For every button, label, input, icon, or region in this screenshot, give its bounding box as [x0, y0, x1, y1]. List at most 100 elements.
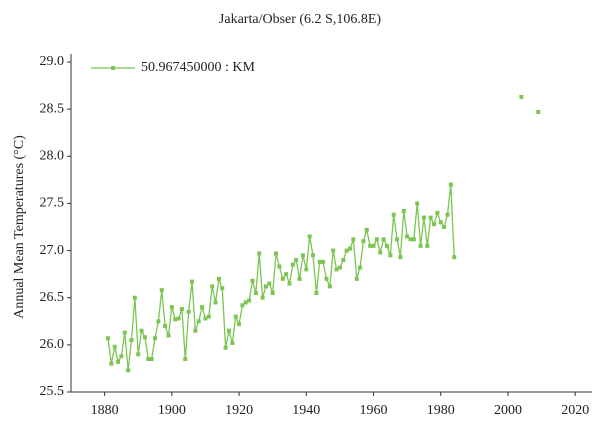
marker	[163, 324, 168, 328]
marker	[401, 208, 406, 213]
marker	[314, 291, 319, 295]
marker	[334, 267, 339, 272]
y-tick-label: 28.5	[40, 101, 65, 116]
marker	[230, 340, 235, 345]
marker	[388, 253, 393, 258]
marker	[311, 253, 316, 258]
marker	[415, 201, 420, 206]
marker	[351, 237, 356, 242]
marker	[116, 359, 121, 364]
marker	[263, 284, 268, 289]
x-tick-label: 1900	[158, 403, 186, 418]
marker	[307, 234, 312, 239]
marker	[176, 316, 181, 321]
y-axis-label: Annual Mean Temperatures (°C)	[12, 135, 27, 319]
marker	[442, 225, 447, 229]
x-tick-label: 1980	[427, 403, 455, 418]
marker	[358, 265, 363, 270]
marker	[112, 344, 117, 349]
marker	[341, 258, 346, 262]
x-tick-label: 1920	[225, 403, 253, 418]
marker	[300, 253, 305, 258]
marker	[146, 357, 151, 361]
marker	[220, 286, 225, 291]
marker	[105, 336, 110, 341]
marker	[233, 314, 238, 319]
marker	[179, 307, 184, 312]
marker	[408, 237, 413, 242]
marker	[327, 284, 332, 289]
marker	[196, 319, 201, 324]
marker	[435, 210, 440, 215]
marker	[452, 255, 457, 260]
marker	[153, 336, 158, 341]
marker	[257, 251, 262, 256]
marker	[193, 328, 198, 333]
y-tick-label: 26.5	[40, 290, 65, 305]
marker	[425, 243, 430, 248]
marker	[186, 309, 191, 314]
marker	[277, 264, 282, 269]
chart-title: Jakarta/Obser (6.2 S,106.8E)	[219, 12, 381, 27]
marker	[119, 354, 124, 359]
legend-label: 50.967450000 : KM	[141, 60, 256, 75]
marker	[304, 267, 309, 272]
marker	[173, 317, 178, 322]
y-tick-label: 26.0	[40, 337, 65, 352]
marker	[206, 314, 211, 319]
marker	[418, 243, 423, 248]
marker	[280, 276, 285, 281]
marker	[411, 237, 416, 242]
marker	[284, 272, 289, 277]
marker	[428, 215, 433, 220]
marker	[260, 295, 265, 300]
y-tick-label: 28.0	[40, 149, 65, 164]
marker	[381, 237, 386, 242]
marker	[405, 234, 410, 239]
marker	[287, 281, 292, 286]
y-tick-label: 27.0	[40, 243, 65, 258]
marker	[200, 305, 205, 310]
marker	[321, 259, 326, 264]
marker	[122, 330, 127, 335]
marker	[519, 94, 524, 99]
y-tick-label: 27.5	[40, 196, 65, 211]
marker	[536, 109, 541, 114]
marker	[398, 255, 403, 260]
marker	[344, 248, 349, 253]
marker	[324, 276, 329, 281]
marker	[354, 276, 359, 281]
marker	[347, 246, 352, 251]
marker	[136, 352, 141, 357]
marker	[432, 222, 437, 227]
marker	[203, 316, 208, 321]
legend-marker	[111, 66, 115, 70]
x-tick-label: 1880	[91, 403, 119, 418]
marker	[139, 328, 144, 333]
marker	[159, 288, 164, 293]
marker	[126, 368, 131, 373]
marker	[240, 303, 245, 308]
marker	[166, 333, 171, 338]
marker	[250, 278, 255, 283]
marker	[156, 319, 161, 324]
marker	[109, 361, 114, 366]
x-tick-label: 1960	[360, 403, 388, 418]
marker	[317, 259, 322, 264]
marker	[247, 298, 252, 303]
marker	[253, 291, 258, 295]
marker	[395, 237, 400, 242]
marker	[129, 338, 134, 343]
marker	[368, 243, 373, 248]
marker	[142, 335, 147, 340]
marker	[213, 300, 218, 305]
marker	[445, 212, 450, 217]
marker	[149, 357, 154, 361]
marker	[183, 357, 188, 361]
marker	[448, 182, 453, 187]
marker	[270, 291, 275, 295]
marker	[391, 212, 396, 217]
marker	[337, 265, 342, 270]
marker	[267, 281, 272, 286]
